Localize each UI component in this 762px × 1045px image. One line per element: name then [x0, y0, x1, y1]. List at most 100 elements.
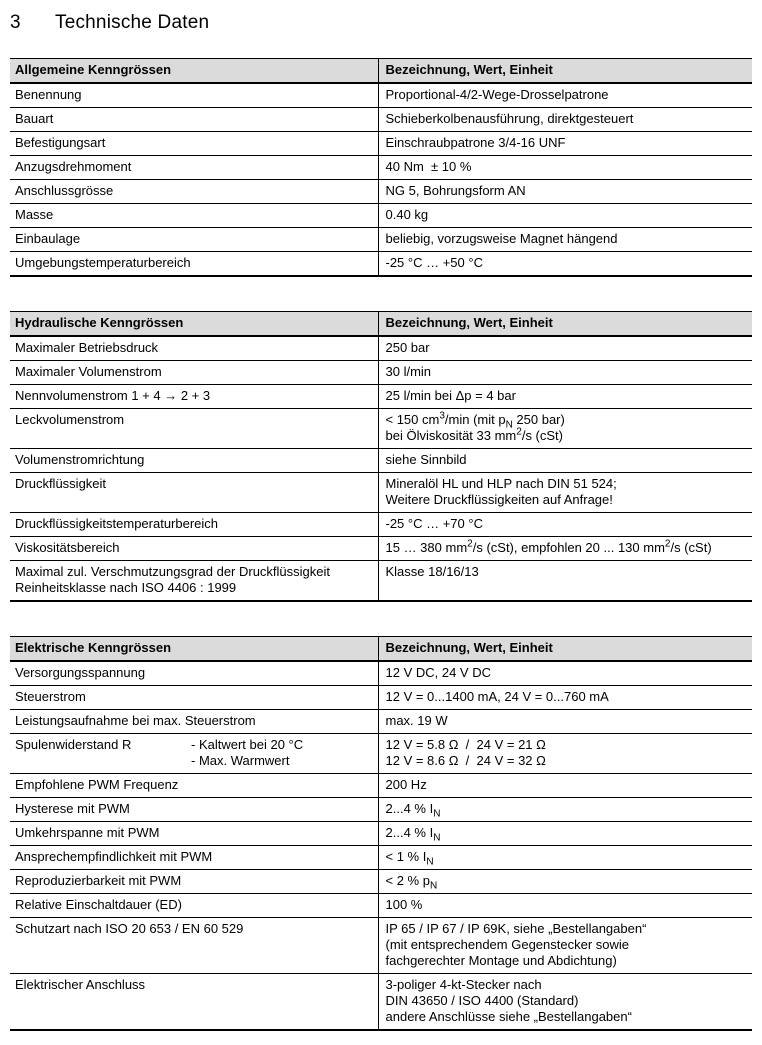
table-header-row: Hydraulische Kenngrössen Bezeichnung, We…: [10, 311, 752, 337]
parameter-label: Ansprechempfindlichkeit mit PWM: [10, 845, 379, 870]
parameter-value: NG 5, Bohrungsform AN: [378, 179, 752, 204]
parameter-label: Elektrischer Anschluss: [10, 973, 379, 1031]
table-row: Viskositätsbereich 15 … 380 mm2/s (cSt), …: [10, 536, 752, 561]
parameter-value: -25 °C … +70 °C: [378, 512, 752, 537]
parameter-label: Umkehrspanne mit PWM: [10, 821, 379, 846]
table-row: Masse 0.40 kg: [10, 203, 752, 228]
table-row: Anschlussgrösse NG 5, Bohrungsform AN: [10, 179, 752, 204]
parameter-value: < 2 % pN: [378, 869, 752, 894]
parameter-label: Druckflüssigkeitstemperaturbereich: [10, 512, 379, 537]
parameter-value: 15 … 380 mm2/s (cSt), empfohlen 20 ... 1…: [378, 536, 752, 561]
table-title: Allgemeine Kenngrössen: [10, 58, 379, 84]
parameter-value: Einschraubpatrone 3/4-16 UNF: [378, 131, 752, 156]
parameter-label: Benennung: [10, 83, 379, 108]
table-header-right: Bezeichnung, Wert, Einheit: [378, 58, 752, 84]
parameter-value: Schieberkolbenausführung, direktgesteuer…: [378, 107, 752, 132]
parameter-value: 100 %: [378, 893, 752, 918]
parameter-value: max. 19 W: [378, 709, 752, 734]
parameter-value: 250 bar: [378, 336, 752, 361]
table-body: Maximaler Betriebsdruck 250 bar Maximaler …: [10, 336, 752, 602]
parameter-value: 2...4 % IN: [378, 821, 752, 846]
table-row: Spulenwiderstand R- Kaltwert bei 20 °C - …: [10, 733, 752, 774]
parameter-label: Umgebungstemperaturbereich: [10, 251, 379, 277]
table-row: Nennvolumenstrom 1 + 4 → 2 + 3 25 l/min b…: [10, 384, 752, 409]
table-row: Versorgungsspannung 12 V DC, 24 V DC: [10, 661, 752, 686]
parameter-label: Einbaulage: [10, 227, 379, 252]
section-title: Technische Daten: [55, 12, 210, 33]
table-row: Druckflüssigkeitstemperaturbereich -25 °C…: [10, 512, 752, 537]
parameter-label: Druckflüssigkeit: [10, 472, 379, 513]
parameter-value: 12 V DC, 24 V DC: [378, 661, 752, 686]
parameter-value: 12 V = 0...1400 mA, 24 V = 0...760 mA: [378, 685, 752, 710]
table-allgemeine-kenngroessen: Allgemeine Kenngrössen Bezeichnung, Wert…: [10, 58, 752, 277]
parameter-value: Mineralöl HL und HLP nach DIN 51 524; Wei…: [378, 472, 752, 513]
table-row: Leistungsaufnahme bei max. Steuerstrom ma…: [10, 709, 752, 734]
parameter-label: Volumenstromrichtung: [10, 448, 379, 473]
table-row: Maximaler Volumenstrom 30 l/min: [10, 360, 752, 385]
parameter-label: Spulenwiderstand R- Kaltwert bei 20 °C - …: [10, 733, 379, 774]
table-row: Befestigungsart Einschraubpatrone 3/4-16 …: [10, 131, 752, 156]
table-row: Steuerstrom 12 V = 0...1400 mA, 24 V = 0.…: [10, 685, 752, 710]
parameter-value: 0.40 kg: [378, 203, 752, 228]
table-row: Bauart Schieberkolbenausführung, direktge…: [10, 107, 752, 132]
table-row: Hysterese mit PWM 2...4 % IN: [10, 797, 752, 822]
table-row: Benennung Proportional-4/2-Wege-Drosselpa…: [10, 83, 752, 108]
parameter-label: Maximaler Volumenstrom: [10, 360, 379, 385]
parameter-label: Leistungsaufnahme bei max. Steuerstrom: [10, 709, 379, 734]
table-row: Elektrischer Anschluss 3-poliger 4-kt-Ste…: [10, 973, 752, 1031]
table-row: Umgebungstemperaturbereich -25 °C … +50 °…: [10, 251, 752, 277]
page-title: 3 Technische Daten: [10, 12, 752, 34]
parameter-label: Masse: [10, 203, 379, 228]
parameter-label: Befestigungsart: [10, 131, 379, 156]
table-header-right: Bezeichnung, Wert, Einheit: [378, 311, 752, 337]
parameter-value: 200 Hz: [378, 773, 752, 798]
parameter-value: IP 65 / IP 67 / IP 69K, siehe „Bestellan…: [378, 917, 752, 974]
table-header-row: Elektrische Kenngrössen Bezeichnung, Wer…: [10, 636, 752, 662]
table-title: Elektrische Kenngrössen: [10, 636, 379, 662]
table-row: Umkehrspanne mit PWM 2...4 % IN: [10, 821, 752, 846]
table-row: Empfohlene PWM Frequenz 200 Hz: [10, 773, 752, 798]
parameter-value: 25 l/min bei Δp = 4 bar: [378, 384, 752, 409]
table-header-row: Allgemeine Kenngrössen Bezeichnung, Wert…: [10, 58, 752, 84]
table-row: Volumenstromrichtung siehe Sinnbild: [10, 448, 752, 473]
parameter-label: Relative Einschaltdauer (ED): [10, 893, 379, 918]
table-row: Leckvolumenstrom < 150 cm3/min (mit pN 25…: [10, 408, 752, 449]
parameter-value: < 1 % IN: [378, 845, 752, 870]
parameter-value: < 150 cm3/min (mit pN 250 bar) bei Ölvisk…: [378, 408, 752, 449]
table-row: Reproduzierbarkeit mit PWM < 2 % pN: [10, 869, 752, 894]
parameter-label: Reproduzierbarkeit mit PWM: [10, 869, 379, 894]
parameter-label: Versorgungsspannung: [10, 661, 379, 686]
parameter-label: Viskositätsbereich: [10, 536, 379, 561]
table-row: Einbaulage beliebig, vorzugsweise Magnet …: [10, 227, 752, 252]
parameter-value: -25 °C … +50 °C: [378, 251, 752, 277]
table-row: Druckflüssigkeit Mineralöl HL und HLP nac…: [10, 472, 752, 513]
parameter-label: Steuerstrom: [10, 685, 379, 710]
table-row: Maximaler Betriebsdruck 250 bar: [10, 336, 752, 361]
parameter-label: Anzugsdrehmoment: [10, 155, 379, 180]
parameter-value: 30 l/min: [378, 360, 752, 385]
table-title: Hydraulische Kenngrössen: [10, 311, 379, 337]
table-row: Relative Einschaltdauer (ED) 100 %: [10, 893, 752, 918]
table-row: Ansprechempfindlichkeit mit PWM < 1 % IN: [10, 845, 752, 870]
parameter-value: 12 V = 5.8 Ω / 24 V = 21 Ω 12 V = 8.6 Ω /…: [378, 733, 752, 774]
table-hydraulische-kenngroessen: Hydraulische Kenngrössen Bezeichnung, We…: [10, 311, 752, 602]
parameter-label: Maximal zul. Verschmutzungsgrad der Druc…: [10, 560, 379, 602]
table-row: Anzugsdrehmoment 40 Nm ± 10 %: [10, 155, 752, 180]
parameter-label: Schutzart nach ISO 20 653 / EN 60 529: [10, 917, 379, 974]
parameter-value: Klasse 18/16/13: [378, 560, 752, 602]
section-number: 3: [10, 12, 21, 33]
parameter-value: 40 Nm ± 10 %: [378, 155, 752, 180]
parameter-label: Nennvolumenstrom 1 + 4 → 2 + 3: [10, 384, 379, 409]
parameter-value: 3-poliger 4-kt-Stecker nach DIN 43650 / I…: [378, 973, 752, 1031]
parameter-label: Leckvolumenstrom: [10, 408, 379, 449]
table-row: Schutzart nach ISO 20 653 / EN 60 529 IP …: [10, 917, 752, 974]
table-row: Maximal zul. Verschmutzungsgrad der Druc…: [10, 560, 752, 602]
parameter-value: siehe Sinnbild: [378, 448, 752, 473]
table-elektrische-kenngroessen: Elektrische Kenngrössen Bezeichnung, Wer…: [10, 636, 752, 1031]
parameter-value: 2...4 % IN: [378, 797, 752, 822]
table-body: Benennung Proportional-4/2-Wege-Drosselpa…: [10, 83, 752, 277]
parameter-label: Hysterese mit PWM: [10, 797, 379, 822]
parameter-label: Bauart: [10, 107, 379, 132]
parameter-label: Empfohlene PWM Frequenz: [10, 773, 379, 798]
